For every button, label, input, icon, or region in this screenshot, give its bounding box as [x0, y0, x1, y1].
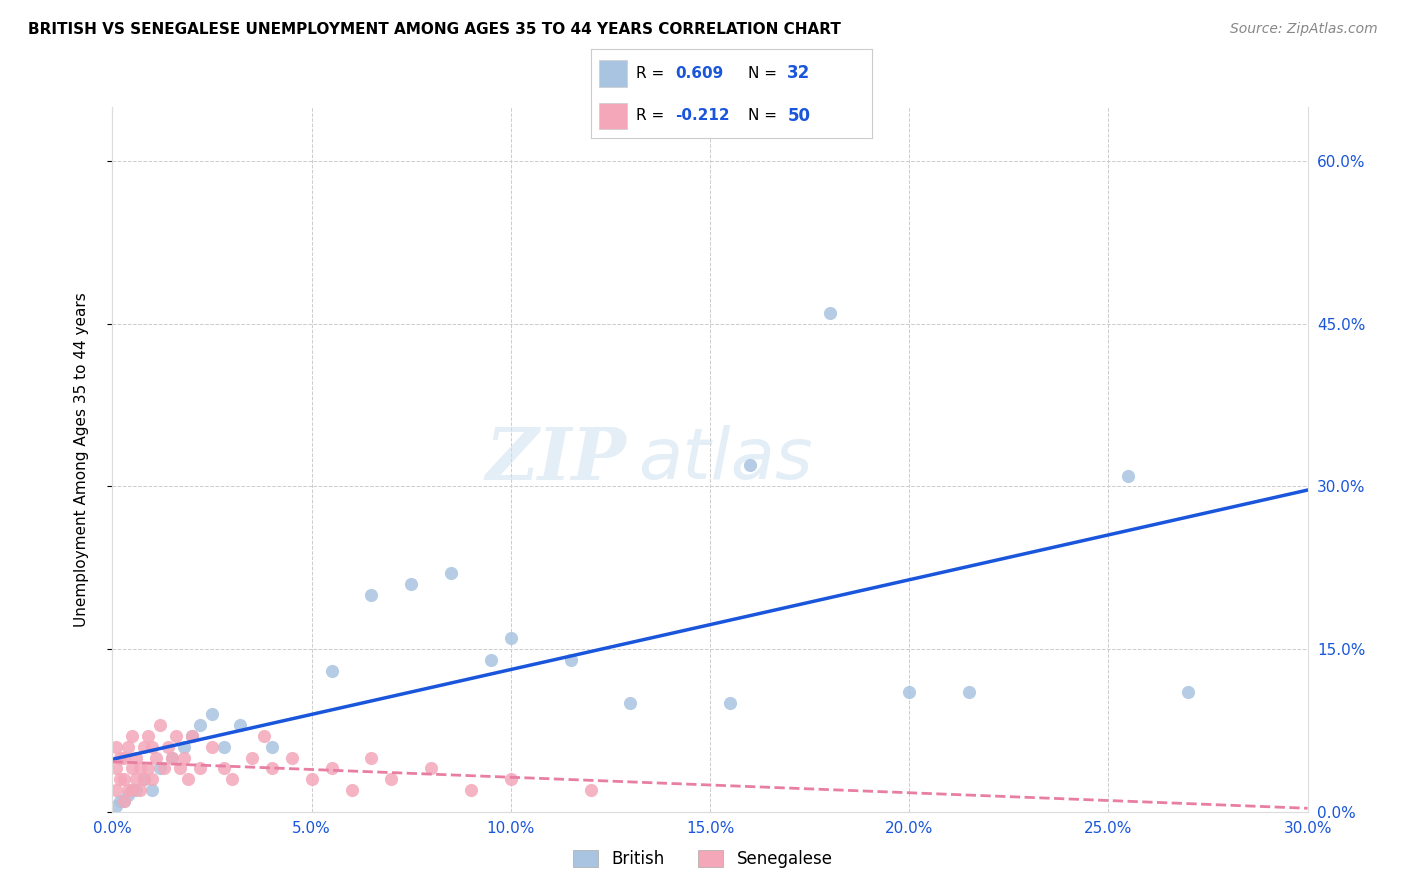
Point	[141, 739, 163, 754]
Point	[145, 750, 167, 764]
Point	[957, 685, 980, 699]
Point	[479, 653, 502, 667]
Point	[114, 750, 135, 764]
Point	[212, 761, 235, 775]
Point	[253, 729, 276, 743]
Point	[162, 750, 183, 764]
Point	[201, 739, 224, 754]
Point	[738, 458, 761, 472]
Point	[129, 761, 152, 775]
Point	[898, 685, 921, 699]
Point	[499, 772, 522, 787]
Point	[138, 761, 160, 775]
Point	[110, 794, 132, 808]
Legend: British, Senegalese: British, Senegalese	[567, 843, 839, 875]
Point	[201, 707, 224, 722]
Text: R =: R =	[636, 109, 669, 123]
Text: R =: R =	[636, 66, 669, 80]
Text: 32: 32	[787, 64, 811, 82]
Point	[560, 653, 582, 667]
Point	[117, 739, 139, 754]
Point	[1118, 468, 1140, 483]
Point	[117, 789, 139, 803]
Point	[260, 761, 283, 775]
Point	[301, 772, 323, 787]
Point	[240, 750, 263, 764]
Text: 50: 50	[787, 107, 810, 125]
Point	[121, 783, 143, 797]
Point	[153, 761, 176, 775]
Point	[125, 783, 148, 797]
Point	[138, 729, 160, 743]
Point	[440, 566, 463, 581]
Point	[173, 739, 195, 754]
Point	[260, 739, 283, 754]
Point	[117, 783, 139, 797]
Point	[360, 750, 382, 764]
Text: -0.212: -0.212	[675, 109, 730, 123]
Text: ZIP: ZIP	[485, 424, 627, 495]
Point	[114, 772, 135, 787]
Point	[1177, 685, 1199, 699]
Text: Source: ZipAtlas.com: Source: ZipAtlas.com	[1230, 22, 1378, 37]
Point	[619, 696, 641, 710]
Point	[221, 772, 243, 787]
Point	[169, 761, 191, 775]
Point	[105, 739, 128, 754]
Text: N =: N =	[748, 109, 782, 123]
Point	[718, 696, 741, 710]
Point	[579, 783, 602, 797]
Point	[134, 772, 156, 787]
Point	[149, 718, 172, 732]
Point	[125, 772, 148, 787]
Point	[114, 794, 135, 808]
Point	[114, 794, 135, 808]
Point	[141, 772, 163, 787]
Point	[121, 783, 143, 797]
Point	[105, 761, 128, 775]
FancyBboxPatch shape	[599, 103, 627, 129]
Point	[177, 772, 200, 787]
Point	[125, 750, 148, 764]
Point	[499, 632, 522, 646]
Y-axis label: Unemployment Among Ages 35 to 44 years: Unemployment Among Ages 35 to 44 years	[75, 292, 89, 627]
Point	[401, 577, 423, 591]
Point	[134, 772, 156, 787]
Point	[165, 729, 187, 743]
Point	[212, 739, 235, 754]
Point	[181, 729, 204, 743]
Point	[110, 772, 132, 787]
Text: atlas: atlas	[638, 425, 813, 494]
Point	[110, 750, 132, 764]
Point	[121, 729, 143, 743]
Point	[121, 761, 143, 775]
Point	[141, 783, 163, 797]
Point	[149, 761, 172, 775]
Point	[818, 306, 841, 320]
Point	[460, 783, 482, 797]
FancyBboxPatch shape	[599, 60, 627, 87]
Point	[321, 761, 343, 775]
Point	[181, 729, 204, 743]
Point	[340, 783, 363, 797]
Point	[229, 718, 252, 732]
Point	[105, 799, 128, 814]
Point	[380, 772, 402, 787]
Point	[188, 761, 211, 775]
Point	[420, 761, 443, 775]
Point	[281, 750, 304, 764]
Point	[360, 588, 382, 602]
Point	[134, 739, 156, 754]
Point	[188, 718, 211, 732]
Point	[173, 750, 195, 764]
Text: 0.609: 0.609	[675, 66, 723, 80]
Point	[105, 783, 128, 797]
Point	[321, 664, 343, 678]
Point	[129, 783, 152, 797]
Point	[162, 750, 183, 764]
Text: BRITISH VS SENEGALESE UNEMPLOYMENT AMONG AGES 35 TO 44 YEARS CORRELATION CHART: BRITISH VS SENEGALESE UNEMPLOYMENT AMONG…	[28, 22, 841, 37]
Point	[157, 739, 180, 754]
Text: N =: N =	[748, 66, 782, 80]
